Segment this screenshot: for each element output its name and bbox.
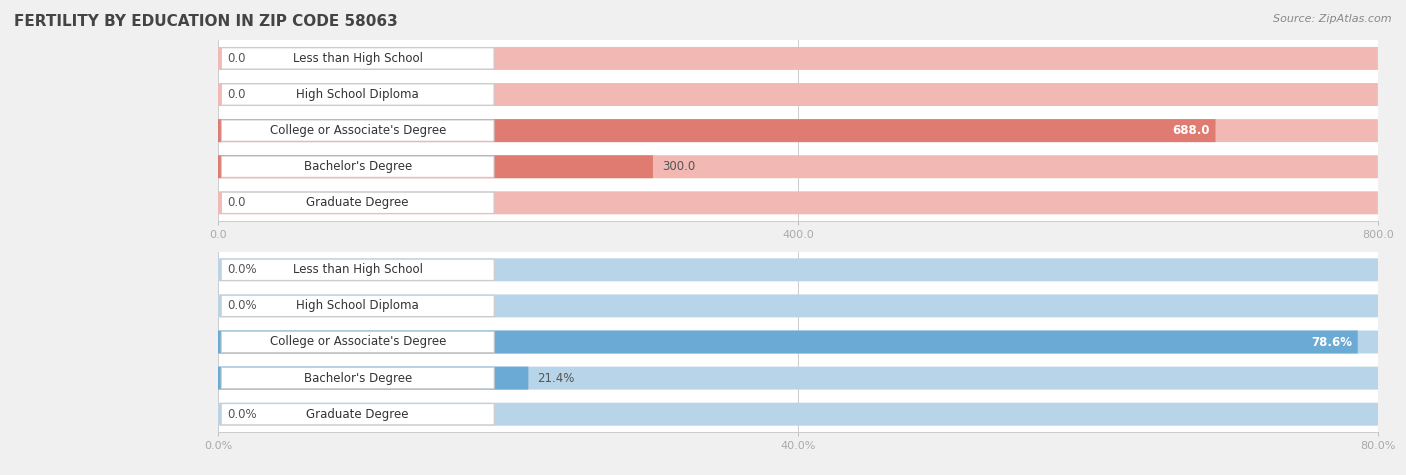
FancyBboxPatch shape (218, 191, 1378, 214)
Text: College or Associate's Degree: College or Associate's Degree (270, 335, 446, 349)
FancyBboxPatch shape (218, 155, 652, 178)
FancyBboxPatch shape (221, 48, 494, 69)
FancyBboxPatch shape (221, 368, 495, 389)
Text: High School Diploma: High School Diploma (297, 299, 419, 313)
Text: 0.0%: 0.0% (228, 408, 257, 421)
Text: College or Associate's Degree: College or Associate's Degree (270, 124, 446, 137)
FancyBboxPatch shape (218, 367, 1378, 389)
Text: FERTILITY BY EDUCATION IN ZIP CODE 58063: FERTILITY BY EDUCATION IN ZIP CODE 58063 (14, 14, 398, 29)
FancyBboxPatch shape (218, 367, 529, 389)
Text: 0.0: 0.0 (228, 88, 246, 101)
FancyBboxPatch shape (218, 76, 1378, 113)
FancyBboxPatch shape (221, 192, 494, 213)
FancyBboxPatch shape (218, 185, 1378, 221)
Text: 78.6%: 78.6% (1310, 335, 1351, 349)
FancyBboxPatch shape (221, 259, 495, 280)
FancyBboxPatch shape (218, 360, 1378, 396)
FancyBboxPatch shape (221, 156, 494, 177)
FancyBboxPatch shape (221, 332, 495, 352)
FancyBboxPatch shape (218, 113, 1378, 149)
Text: 0.0: 0.0 (228, 52, 246, 65)
Text: 300.0: 300.0 (662, 160, 696, 173)
Text: 688.0: 688.0 (1173, 124, 1209, 137)
Text: Less than High School: Less than High School (292, 52, 423, 65)
FancyBboxPatch shape (221, 84, 494, 105)
Text: 0.0: 0.0 (228, 196, 246, 209)
Text: Graduate Degree: Graduate Degree (307, 196, 409, 209)
FancyBboxPatch shape (218, 155, 1378, 178)
FancyBboxPatch shape (218, 119, 1216, 142)
FancyBboxPatch shape (218, 331, 1378, 353)
FancyBboxPatch shape (218, 324, 1378, 360)
Text: Less than High School: Less than High School (292, 263, 423, 276)
Text: High School Diploma: High School Diploma (297, 88, 419, 101)
FancyBboxPatch shape (218, 83, 1378, 106)
FancyBboxPatch shape (218, 149, 1378, 185)
FancyBboxPatch shape (221, 120, 494, 141)
FancyBboxPatch shape (218, 396, 1378, 432)
FancyBboxPatch shape (221, 295, 495, 316)
Text: Graduate Degree: Graduate Degree (307, 408, 409, 421)
FancyBboxPatch shape (218, 288, 1378, 324)
FancyBboxPatch shape (218, 40, 1378, 76)
FancyBboxPatch shape (218, 331, 1358, 353)
FancyBboxPatch shape (218, 252, 1378, 288)
FancyBboxPatch shape (218, 47, 1378, 70)
Text: 0.0%: 0.0% (228, 263, 257, 276)
FancyBboxPatch shape (218, 119, 1378, 142)
Text: Bachelor's Degree: Bachelor's Degree (304, 371, 412, 385)
FancyBboxPatch shape (218, 403, 1378, 426)
Text: Source: ZipAtlas.com: Source: ZipAtlas.com (1274, 14, 1392, 24)
Text: 0.0%: 0.0% (228, 299, 257, 313)
Text: 21.4%: 21.4% (537, 371, 575, 385)
Text: Bachelor's Degree: Bachelor's Degree (304, 160, 412, 173)
FancyBboxPatch shape (221, 404, 495, 425)
FancyBboxPatch shape (218, 294, 1378, 317)
FancyBboxPatch shape (218, 258, 1378, 281)
